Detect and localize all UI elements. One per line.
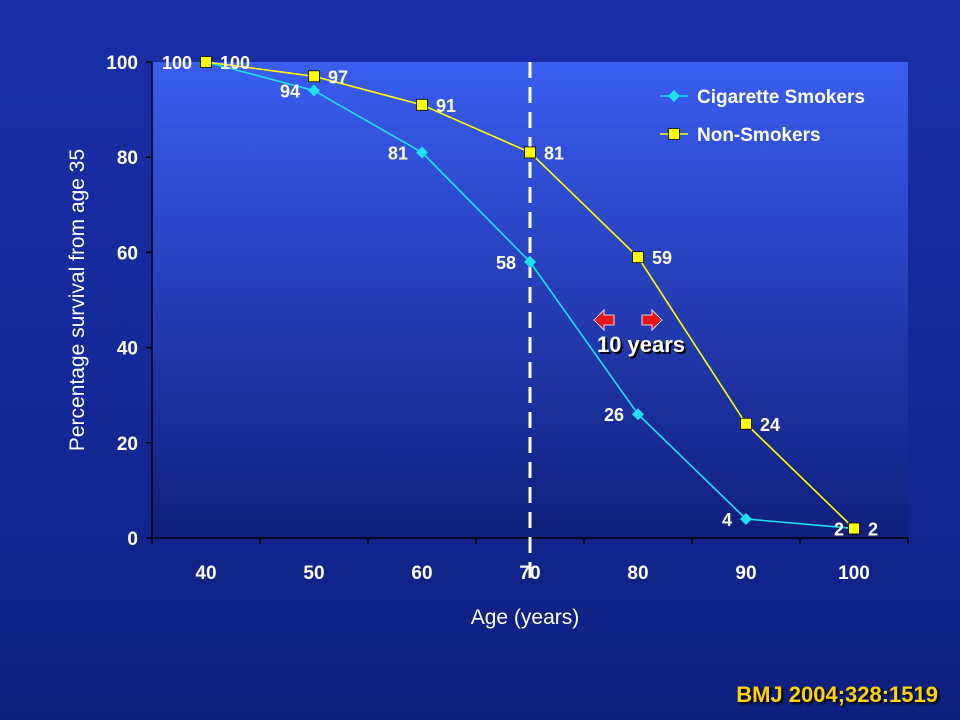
legend-label: Cigarette Smokers <box>697 87 865 108</box>
legend-marker-square <box>668 128 680 140</box>
legend: Cigarette Smokers Non-Smokers <box>660 87 865 146</box>
smokers-data-label: 100 <box>162 53 192 73</box>
smokers-data-label: 26 <box>604 405 624 425</box>
data-point-square <box>632 251 644 264</box>
non-smokers-data-label: 100 <box>220 53 250 73</box>
citation-text: BMJ 2004;328:1519 <box>736 682 938 707</box>
y-axis-title: Percentage survival from age 35 <box>66 149 89 451</box>
non-smokers-data-label: 24 <box>760 415 780 435</box>
y-tick-label: 60 <box>117 243 138 264</box>
x-tick-label: 60 <box>411 563 432 584</box>
data-labels-layer: 94 81 58 26 4 2 100 97 91 81 59 24 2 100 <box>162 53 878 539</box>
data-point-diamond <box>632 408 644 421</box>
annotation-text: 10 years <box>597 332 685 357</box>
non-smokers-data-label: 97 <box>328 67 348 87</box>
y-tick-label: 20 <box>117 434 138 455</box>
data-point-square <box>848 522 860 535</box>
data-point-square <box>308 70 320 83</box>
y-tick-label: 0 <box>127 529 138 550</box>
data-point-square <box>416 98 428 111</box>
non-smokers-data-label: 81 <box>544 143 564 163</box>
non-smokers-data-label: 59 <box>652 248 672 268</box>
x-axis-title: Age (years) <box>471 606 580 629</box>
legend-label: Non-Smokers <box>697 125 821 146</box>
x-tick-label: 100 <box>838 563 870 584</box>
data-point-square <box>740 417 752 430</box>
non-smokers-data-label: 2 <box>868 519 878 539</box>
data-point-diamond <box>524 255 536 268</box>
x-tick-label: 90 <box>735 563 756 584</box>
smokers-data-label: 94 <box>280 82 300 102</box>
x-tick-label: 40 <box>195 563 216 584</box>
smokers-data-label: 2 <box>834 519 844 539</box>
non-smokers-data-label: 91 <box>436 96 456 116</box>
data-point-square <box>200 56 212 68</box>
legend-marker-diamond <box>668 90 680 102</box>
right-arrow-icon <box>641 309 663 331</box>
smokers-data-label: 58 <box>496 253 516 273</box>
x-tick-label: 50 <box>303 563 324 584</box>
x-tick-label: 80 <box>627 563 648 584</box>
y-tick-label: 100 <box>106 53 138 74</box>
data-point-diamond <box>308 84 320 97</box>
data-point-diamond <box>416 146 428 159</box>
annotation-shadow: 10 years <box>599 334 687 359</box>
y-tick-label: 80 <box>117 148 138 169</box>
series-layer <box>200 56 860 535</box>
smokers-data-label: 4 <box>722 510 732 530</box>
data-point-diamond <box>740 512 752 525</box>
smokers-data-label: 81 <box>388 143 408 163</box>
left-arrow-icon <box>593 309 615 331</box>
y-tick-label: 40 <box>117 339 138 360</box>
data-point-square <box>524 146 536 159</box>
